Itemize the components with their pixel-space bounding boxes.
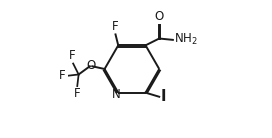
Text: O: O [86,59,95,72]
Text: N: N [112,88,121,101]
Text: O: O [154,10,164,23]
Text: F: F [112,20,119,33]
Text: NH$_2$: NH$_2$ [174,32,197,47]
Text: F: F [74,87,81,100]
Text: F: F [69,49,76,62]
Text: I: I [160,89,166,104]
Text: F: F [59,69,66,82]
